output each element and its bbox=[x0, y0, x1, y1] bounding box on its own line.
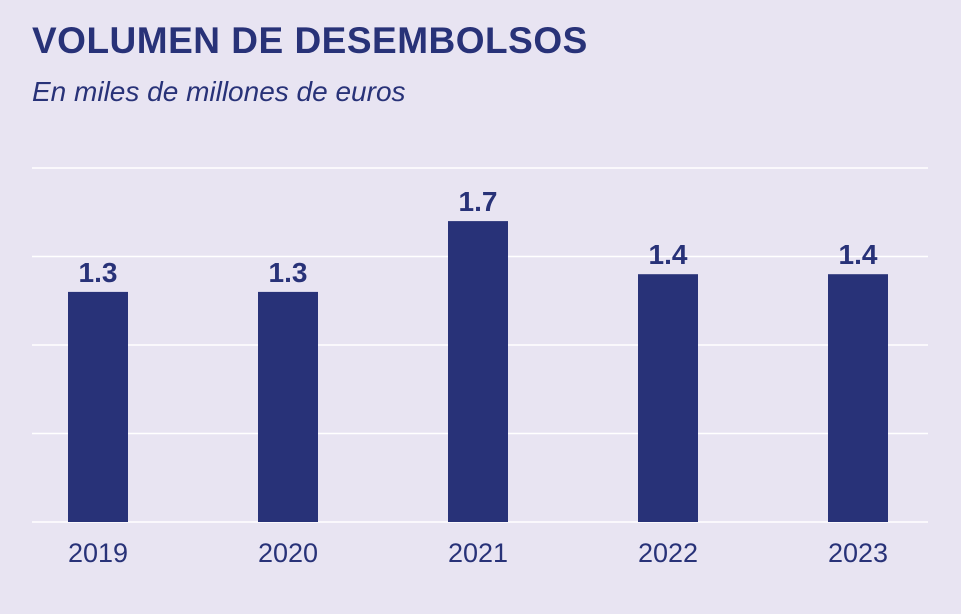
chart-title: VOLUMEN DE DESEMBOLSOS bbox=[32, 20, 588, 61]
bar bbox=[68, 291, 128, 522]
bar bbox=[448, 221, 508, 522]
x-tick-label: 2023 bbox=[828, 538, 888, 568]
data-label: 1.7 bbox=[459, 186, 498, 217]
x-tick-label: 2021 bbox=[448, 538, 508, 568]
data-label: 1.3 bbox=[79, 257, 118, 288]
data-label: 1.3 bbox=[269, 257, 308, 288]
data-label: 1.4 bbox=[649, 239, 688, 270]
x-tick-label: 2019 bbox=[68, 538, 128, 568]
bar bbox=[638, 274, 698, 522]
bar bbox=[258, 291, 318, 522]
x-tick-label: 2020 bbox=[258, 538, 318, 568]
bar bbox=[828, 274, 888, 522]
data-label: 1.4 bbox=[839, 239, 878, 270]
x-tick-label: 2022 bbox=[638, 538, 698, 568]
chart-subtitle: En miles de millones de euros bbox=[32, 76, 406, 107]
